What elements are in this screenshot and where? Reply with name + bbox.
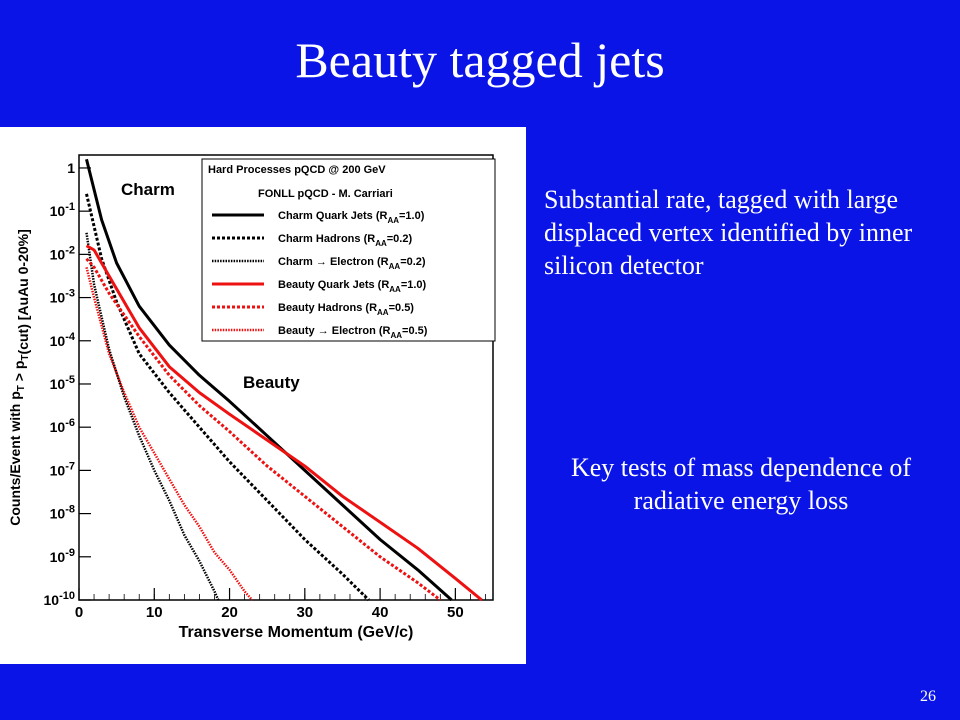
chart-axes: 0 10 20 30 40 50 1 10-1 10-2 10-3 10-4 10-5 10-6 10-7…: [7, 154, 494, 641]
page-number: 26: [920, 688, 936, 705]
x-tick-label: 0: [75, 604, 83, 621]
y-tick-label: 10-6: [50, 417, 75, 435]
legend-header: Hard Processes pQCD @ 200 GeV: [208, 164, 386, 176]
series-line-0: [85, 158, 453, 602]
slide-title: Beauty tagged jets: [295, 32, 665, 88]
y-tick-label: 10-9: [50, 547, 75, 565]
x-tick-label: 30: [296, 604, 313, 621]
y-tick-label: 10-5: [50, 374, 75, 392]
chart-legend: Hard Processes pQCD @ 200 GeV FONLL pQCD …: [201, 158, 496, 342]
y-tick-label: 10-7: [50, 460, 75, 478]
legend-subheader: FONLL pQCD - M. Carriari: [258, 188, 393, 200]
legend-entry-0: Charm Quark Jets (RAA=1.0): [278, 210, 425, 225]
plot-frame: [78, 154, 494, 601]
y-tick-label: 1: [67, 160, 75, 176]
legend-entry-5: Beauty → Electron (RAA=0.5): [278, 325, 428, 340]
legend-entry-1: Charm Hadrons (RAA=0.2): [278, 233, 412, 248]
series-line-5: [85, 266, 254, 601]
chart-curves: [85, 158, 483, 602]
bullet-rate: Substantial rate, tagged with large disp…: [544, 185, 913, 280]
chart-svg: 0 10 20 30 40 50 1 10-1 10-2 10-3 10-4 10-5 10-6 10-7…: [7, 154, 496, 641]
legend-entry-3: Beauty Quark Jets (RAA=1.0): [278, 279, 427, 294]
y-tick-label: 10-3: [50, 288, 75, 306]
y-tick-label: 10-2: [50, 244, 75, 262]
y-axis-label: Counts/Event with pT > pT(cut) [AuAu 0-2…: [7, 229, 31, 526]
x-tick-label: 50: [447, 604, 464, 621]
chart-figure: 0 10 20 30 40 50 1 10-1 10-2 10-3 10-4 10-5 10-6 10-7…: [0, 127, 526, 664]
series-line-4: [85, 257, 442, 602]
y-tick-label: 10-4: [50, 331, 76, 349]
x-tick-label: 10: [146, 604, 163, 621]
legend-entry-4: Beauty Hadrons (RAA=0.5): [278, 302, 414, 317]
legend-entry-2: Charm → Electron (RAA=0.2): [278, 256, 426, 271]
annotation-beauty: Beauty: [243, 373, 300, 392]
annotation-charm: Charm: [121, 180, 175, 199]
chart-labels: Charm Beauty: [121, 180, 300, 392]
legend-box: [201, 158, 496, 342]
x-tick-label: 20: [221, 604, 238, 621]
y-tick-label: 10-8: [50, 504, 75, 522]
series-line-3: [85, 244, 483, 602]
series-line-1: [85, 193, 370, 602]
x-axis-label: Transverse Momentum (GeV/c): [179, 624, 414, 641]
y-tick-label: 10-10: [44, 590, 75, 608]
x-tick-label: 40: [372, 604, 389, 621]
bullet-mass-dependence: Key tests of mass dependence of radiativ…: [570, 453, 912, 515]
y-tick-label: 10-1: [50, 201, 75, 219]
